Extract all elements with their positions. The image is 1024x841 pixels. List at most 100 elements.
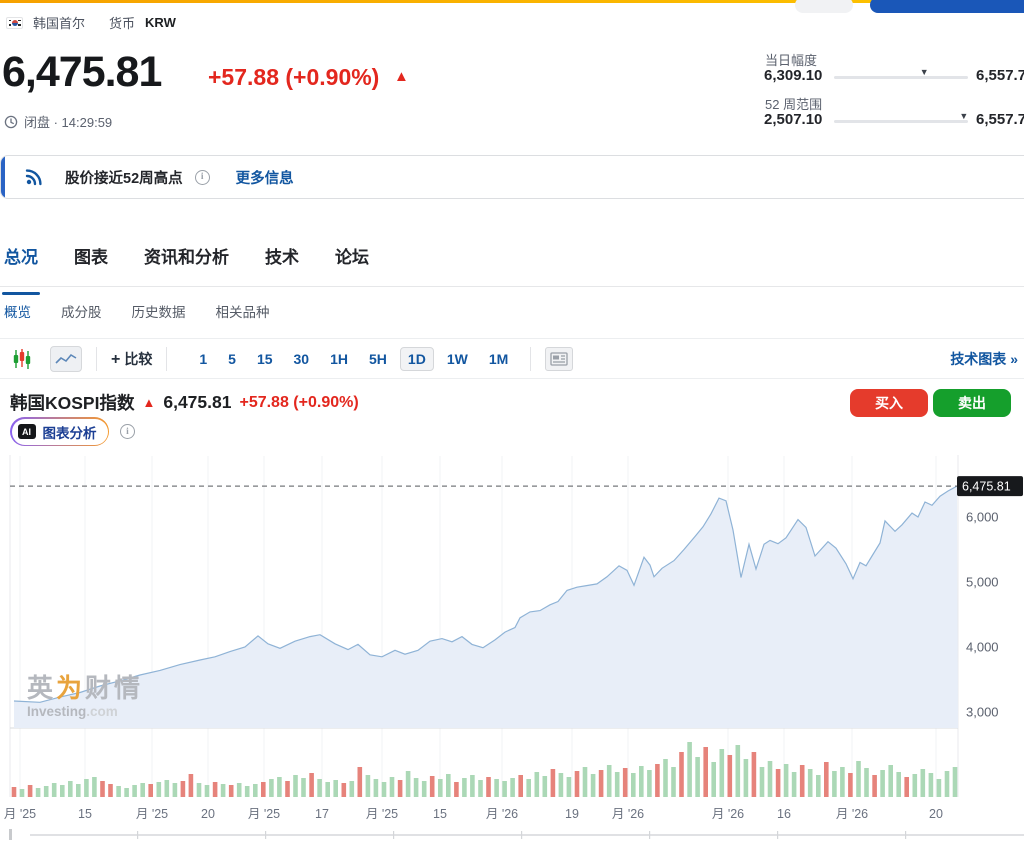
day-range-slider: ▼	[834, 67, 968, 79]
chart-up-arrow-icon: ▲	[142, 395, 156, 410]
interval-1h[interactable]: 1H	[330, 350, 348, 367]
volume-bar	[413, 778, 419, 797]
volume-bar	[928, 773, 934, 797]
ai-chart-analysis-button[interactable]: AI 图表分析	[10, 417, 109, 446]
chart-layout-icon[interactable]	[545, 346, 574, 371]
tab-technical[interactable]: 技术	[265, 248, 299, 267]
toolbar-separator	[96, 346, 97, 371]
navigator-handle[interactable]	[9, 829, 12, 840]
interval-15[interactable]: 15	[256, 350, 273, 367]
volume-bar	[816, 775, 821, 797]
day-range-low: 6,309.10	[764, 67, 823, 84]
volume-bar	[196, 783, 202, 797]
volume-bar	[840, 767, 845, 797]
volume-bar	[124, 788, 129, 797]
exchange-location: 韩国首尔	[33, 16, 86, 31]
week52-range-high: 6,557.7	[976, 111, 1024, 128]
toolbar-separator	[166, 346, 168, 371]
subtab-components[interactable]: 成分股	[61, 305, 102, 320]
current-price-tag	[957, 476, 1023, 497]
subtab-summary[interactable]: 概览	[4, 305, 31, 320]
volume-bar	[172, 783, 178, 797]
volume-bar	[904, 777, 909, 797]
volume-bar	[944, 771, 950, 797]
volume-bar	[228, 785, 234, 797]
compare-button[interactable]: + 比较	[111, 350, 153, 368]
volume-bar	[510, 778, 515, 797]
volume-bar	[164, 780, 170, 797]
volume-bar	[204, 785, 210, 797]
volume-bar	[108, 784, 113, 797]
volume-bar	[590, 774, 596, 797]
volume-bar	[357, 767, 363, 797]
x-axis-label: 月 '26	[486, 807, 518, 821]
volume-bar	[317, 779, 322, 797]
volume-bar	[550, 769, 556, 797]
volume-bar	[631, 773, 636, 797]
volume-bar	[293, 775, 298, 797]
technical-chart-link[interactable]: 技术图表 »	[950, 351, 1018, 367]
price-area-fill	[14, 486, 958, 728]
tab-news-analysis[interactable]: 资讯和分析	[144, 248, 229, 267]
header-partial-pill	[795, 0, 853, 13]
volume-bar	[51, 783, 57, 797]
volume-bar	[349, 781, 355, 797]
volume-bar	[341, 783, 347, 797]
candlestick-chart-icon[interactable]	[12, 348, 32, 370]
toolbar-separator	[530, 346, 532, 371]
volume-bar	[952, 767, 958, 797]
volume-bar	[663, 759, 668, 797]
subtab-related-instruments[interactable]: 相关品种	[215, 305, 270, 320]
sell-button[interactable]: 卖出	[933, 389, 1011, 417]
more-info-link[interactable]: 更多信息	[235, 170, 294, 187]
volume-bar	[180, 781, 186, 797]
volume-bar	[261, 782, 266, 797]
interval-1w[interactable]: 1W	[446, 350, 468, 367]
volume-bar	[100, 781, 105, 797]
volume-bar	[35, 788, 41, 797]
volume-bar	[807, 769, 813, 797]
volume-bar	[486, 777, 491, 797]
volume-bar	[856, 761, 861, 797]
volume-bar	[566, 777, 572, 797]
volume-bar	[518, 775, 523, 797]
volume-bar	[269, 779, 274, 797]
ai-analysis-row: AI 图表分析 i	[10, 417, 135, 446]
interval-30[interactable]: 30	[293, 350, 310, 367]
price-chart-canvas[interactable]: 6,475.81 6,000 5,000 4,000 3,000 月 '25 15 月 '25…	[0, 450, 1024, 841]
volume-bar	[832, 771, 837, 797]
tab-chart[interactable]: 图表	[74, 248, 108, 267]
interval-1d[interactable]: 1D	[399, 346, 434, 371]
x-axis-label: 19	[565, 807, 579, 821]
interval-1m[interactable]: 1M	[488, 350, 509, 367]
subtab-historical-data[interactable]: 历史数据	[131, 305, 186, 320]
area-chart-icon[interactable]	[50, 345, 82, 372]
volume-bar	[687, 742, 692, 797]
tab-overview[interactable]: 总况	[2, 243, 40, 295]
volume-bar	[703, 747, 708, 797]
day-range-label: 当日幅度	[765, 53, 818, 68]
volume-bar	[888, 765, 893, 797]
volume-bar	[719, 749, 725, 797]
volume-bar	[244, 786, 250, 797]
volume-bar	[783, 764, 789, 797]
ai-info-icon[interactable]: i	[120, 424, 135, 439]
chart-change: +57.88 (+0.90%)	[239, 393, 359, 411]
chart-instrument-title: 韩国KOSPI指数	[10, 393, 135, 413]
volume-bar	[429, 776, 435, 797]
volume-bar	[582, 767, 588, 797]
tab-forum[interactable]: 论坛	[335, 248, 369, 267]
interval-5h[interactable]: 5H	[369, 350, 387, 367]
volume-bar	[912, 774, 918, 797]
market-status-text: 闭盘 · 14:29:59	[24, 115, 113, 130]
alert-info-icon[interactable]: i	[194, 169, 210, 185]
volume-bar	[647, 770, 652, 797]
interval-1[interactable]: 1	[199, 350, 208, 367]
volume-bar	[775, 769, 781, 797]
chart-toolbar: + 比较 1 5 15 30 1H 5H 1D 1W 1M	[0, 339, 1024, 378]
interval-5[interactable]: 5	[228, 350, 236, 367]
double-chevron-icon: »	[1010, 351, 1018, 367]
buy-button[interactable]: 买入	[850, 389, 928, 417]
header-partial-button[interactable]	[870, 0, 1024, 13]
volume-bar	[759, 767, 765, 797]
